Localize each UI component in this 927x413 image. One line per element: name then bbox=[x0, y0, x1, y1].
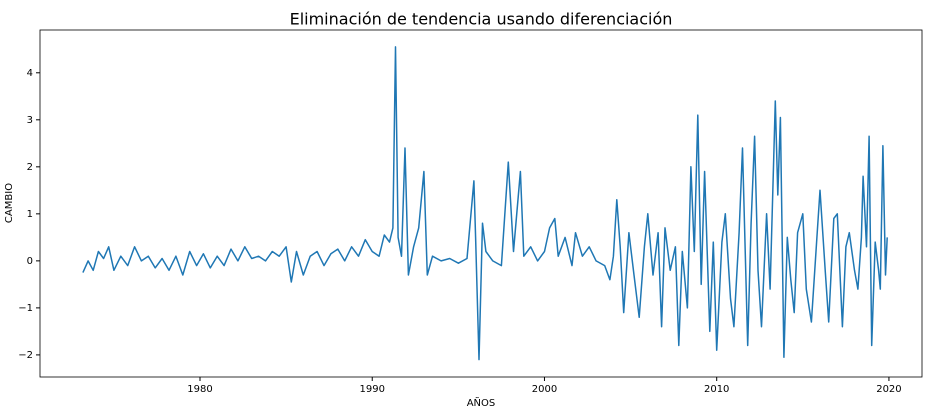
y-tick-label: 0 bbox=[27, 256, 33, 267]
y-axis-label: CAMBIO bbox=[4, 183, 15, 223]
x-tick-label: 1980 bbox=[187, 384, 212, 395]
x-tick-label: 2000 bbox=[532, 384, 557, 395]
y-tick-label: 4 bbox=[27, 68, 33, 79]
y-tick-label: −2 bbox=[18, 350, 33, 361]
y-tick-label: 1 bbox=[27, 209, 33, 220]
x-tick-label: 2010 bbox=[704, 384, 729, 395]
y-tick-label: −1 bbox=[18, 303, 33, 314]
chart-title: Eliminación de tendencia usando diferenc… bbox=[290, 10, 673, 29]
plot-frame bbox=[39, 29, 923, 378]
data-line bbox=[82, 46, 888, 361]
y-tick-label: 2 bbox=[27, 162, 33, 173]
x-tick-label: 2020 bbox=[876, 384, 901, 395]
y-tick-label: 3 bbox=[27, 115, 33, 126]
x-axis-label: AÑOS bbox=[467, 396, 496, 409]
x-tick-label: 1990 bbox=[360, 384, 385, 395]
